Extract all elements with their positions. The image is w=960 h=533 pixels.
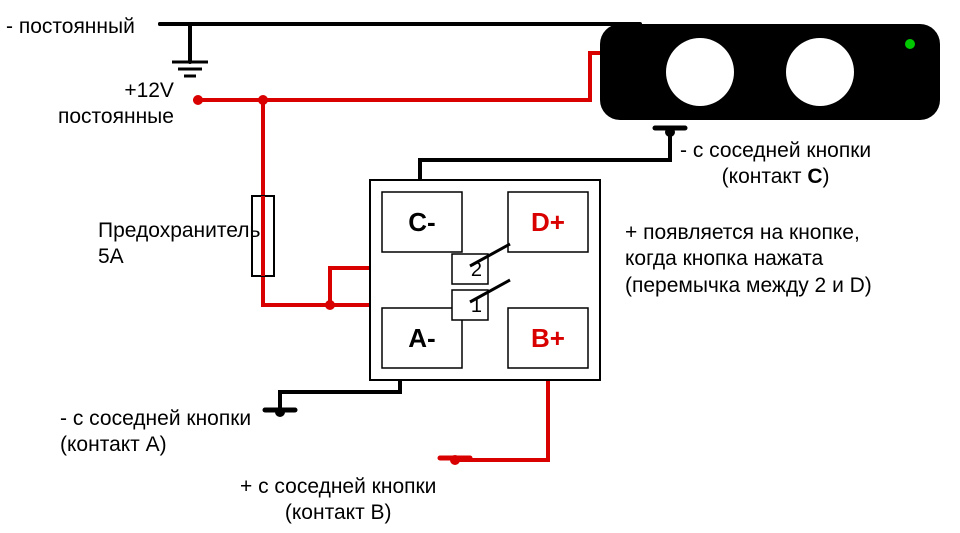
wire-red [263,53,632,100]
pin-label: A- [408,323,435,353]
label-neg-c: - с соседней кнопки (контакт C) [680,138,871,191]
wire-red [195,100,263,196]
device [600,24,940,120]
pin-label: C- [408,207,435,237]
label-fuse: Предохранитель 5А [98,218,260,271]
label-neg-const: - постоянный [6,14,135,40]
wire-black [160,24,190,62]
label-neg-a: - с соседней кнопки (контакт А) [60,406,251,459]
ground-symbol [172,62,208,76]
label-12v: +12V постоянные [58,78,174,131]
junction [258,95,268,105]
wire-red [455,368,548,460]
switch-block: C-D+A-B+21 [370,180,600,380]
pin-label: B+ [531,323,565,353]
junction [325,300,335,310]
led-icon [905,39,915,49]
label-plus-b: + с соседней кнопки (контакт В) [240,474,436,527]
junction [193,95,203,105]
pin-label: D+ [531,207,565,237]
label-plus-note: + появляется на кнопке, когда кнопка наж… [625,220,872,299]
